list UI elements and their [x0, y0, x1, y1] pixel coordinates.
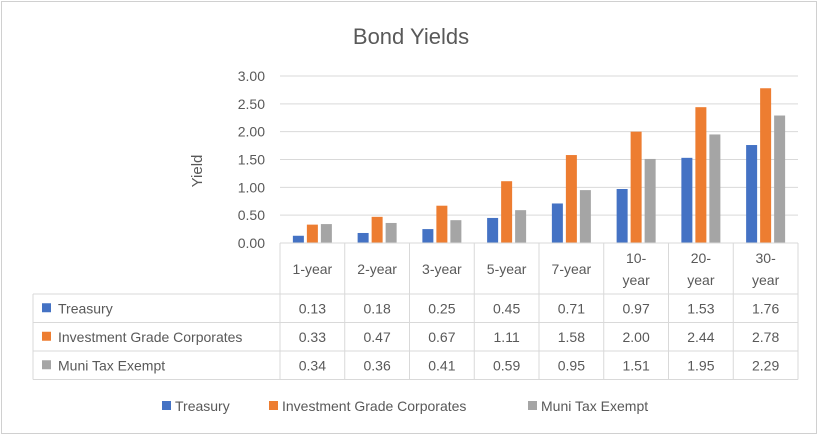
bars	[292, 88, 786, 243]
data-cell: 0.67	[428, 329, 455, 345]
data-cell: 1.53	[687, 300, 714, 316]
data-cell: 0.18	[364, 300, 391, 316]
data-cell: 0.25	[428, 300, 455, 316]
data-cell: 1.58	[558, 329, 585, 345]
y-tick-label: 3.00	[238, 68, 265, 84]
bar-3	[515, 210, 527, 243]
series-name: Treasury	[58, 300, 113, 316]
data-cell: 0.59	[493, 357, 520, 373]
data-cell: 0.45	[493, 300, 520, 316]
category-label: year	[752, 272, 780, 288]
category-label: 2-year	[357, 261, 397, 277]
category-label: 5-year	[487, 261, 527, 277]
data-cell: 1.76	[752, 300, 779, 316]
legend: Treasury Investment Grade Corporates Muni …	[162, 398, 648, 414]
chart-title: Bond Yields	[353, 24, 469, 49]
bar-3	[709, 134, 721, 243]
bar-1	[357, 232, 369, 243]
legend-key	[162, 401, 171, 410]
series-key	[42, 303, 51, 313]
bar-2	[565, 155, 577, 243]
bar-2	[501, 181, 513, 243]
bar-1	[681, 157, 693, 243]
bar-2	[436, 205, 448, 243]
bar-1	[487, 217, 499, 243]
y-tick-label: 0.50	[238, 207, 265, 223]
data-cell: 0.71	[558, 300, 585, 316]
y-tick-label: 1.50	[238, 152, 265, 168]
legend-key	[528, 401, 537, 410]
data-cell: 1.51	[623, 357, 650, 373]
data-cell: 2.44	[687, 329, 714, 345]
data-cell: 1.95	[687, 357, 714, 373]
bar-2	[760, 88, 772, 243]
bar-3	[644, 158, 656, 243]
bar-3	[320, 224, 332, 243]
legend-item: Treasury	[175, 398, 230, 414]
data-cell: 2.00	[623, 329, 650, 345]
data-cell: 0.41	[428, 357, 455, 373]
data-cell: 0.13	[299, 300, 326, 316]
data-cell: 0.95	[558, 357, 585, 373]
y-tick-label: 1.00	[238, 179, 265, 195]
data-cell: 0.47	[364, 329, 391, 345]
category-label: year	[687, 272, 715, 288]
bond-yields-chart: Bond Yields Yield 0.00 0.50 1.00 1.50 2.00 2.…	[32, 24, 799, 414]
bar-2	[306, 224, 318, 243]
category-label: 3-year	[422, 261, 462, 277]
bar-1	[292, 235, 304, 243]
legend-key	[269, 401, 278, 410]
data-table: 1-year 2-year 3-year 5-year 7-year 10- year 20-…	[32, 242, 799, 380]
category-label: 30-	[756, 250, 777, 266]
bar-3	[385, 222, 397, 243]
bar-3	[774, 115, 786, 243]
bar-3	[579, 190, 591, 243]
category-label: 20-	[691, 250, 712, 266]
series-key	[42, 331, 51, 341]
y-tick-label: 2.50	[238, 96, 265, 112]
data-cell: 0.97	[623, 300, 650, 316]
bar-1	[422, 229, 434, 243]
category-label: 10-	[626, 250, 647, 266]
data-cell: 0.34	[299, 357, 326, 373]
series-key	[42, 360, 51, 370]
bar-3	[450, 220, 462, 243]
bar-2	[695, 107, 707, 243]
series-name: Investment Grade Corporates	[58, 329, 242, 345]
bar-2	[630, 131, 642, 243]
chart-frame: Bond Yields Yield 0.00 0.50 1.00 1.50 2.00 2.…	[1, 1, 817, 434]
category-label: 1-year	[293, 261, 333, 277]
bar-1	[551, 203, 563, 243]
bar-2	[371, 216, 383, 243]
y-axis-ticks: 0.00 0.50 1.00 1.50 2.00 2.50 3.00	[238, 68, 265, 251]
data-cell: 0.36	[364, 357, 391, 373]
legend-item: Investment Grade Corporates	[282, 398, 466, 414]
data-cell: 2.78	[752, 329, 779, 345]
category-label: year	[623, 272, 651, 288]
category-label: 7-year	[552, 261, 592, 277]
data-cell: 2.29	[752, 357, 779, 373]
y-axis-label: Yield	[189, 155, 206, 188]
y-tick-label: 0.00	[238, 235, 265, 251]
bar-1	[616, 189, 628, 243]
data-cell: 1.11	[494, 329, 520, 345]
series-name: Muni Tax Exempt	[58, 357, 165, 373]
bar-1	[746, 145, 758, 243]
legend-item: Muni Tax Exempt	[541, 398, 648, 414]
y-tick-label: 2.00	[238, 124, 265, 140]
data-cell: 0.33	[299, 329, 326, 345]
